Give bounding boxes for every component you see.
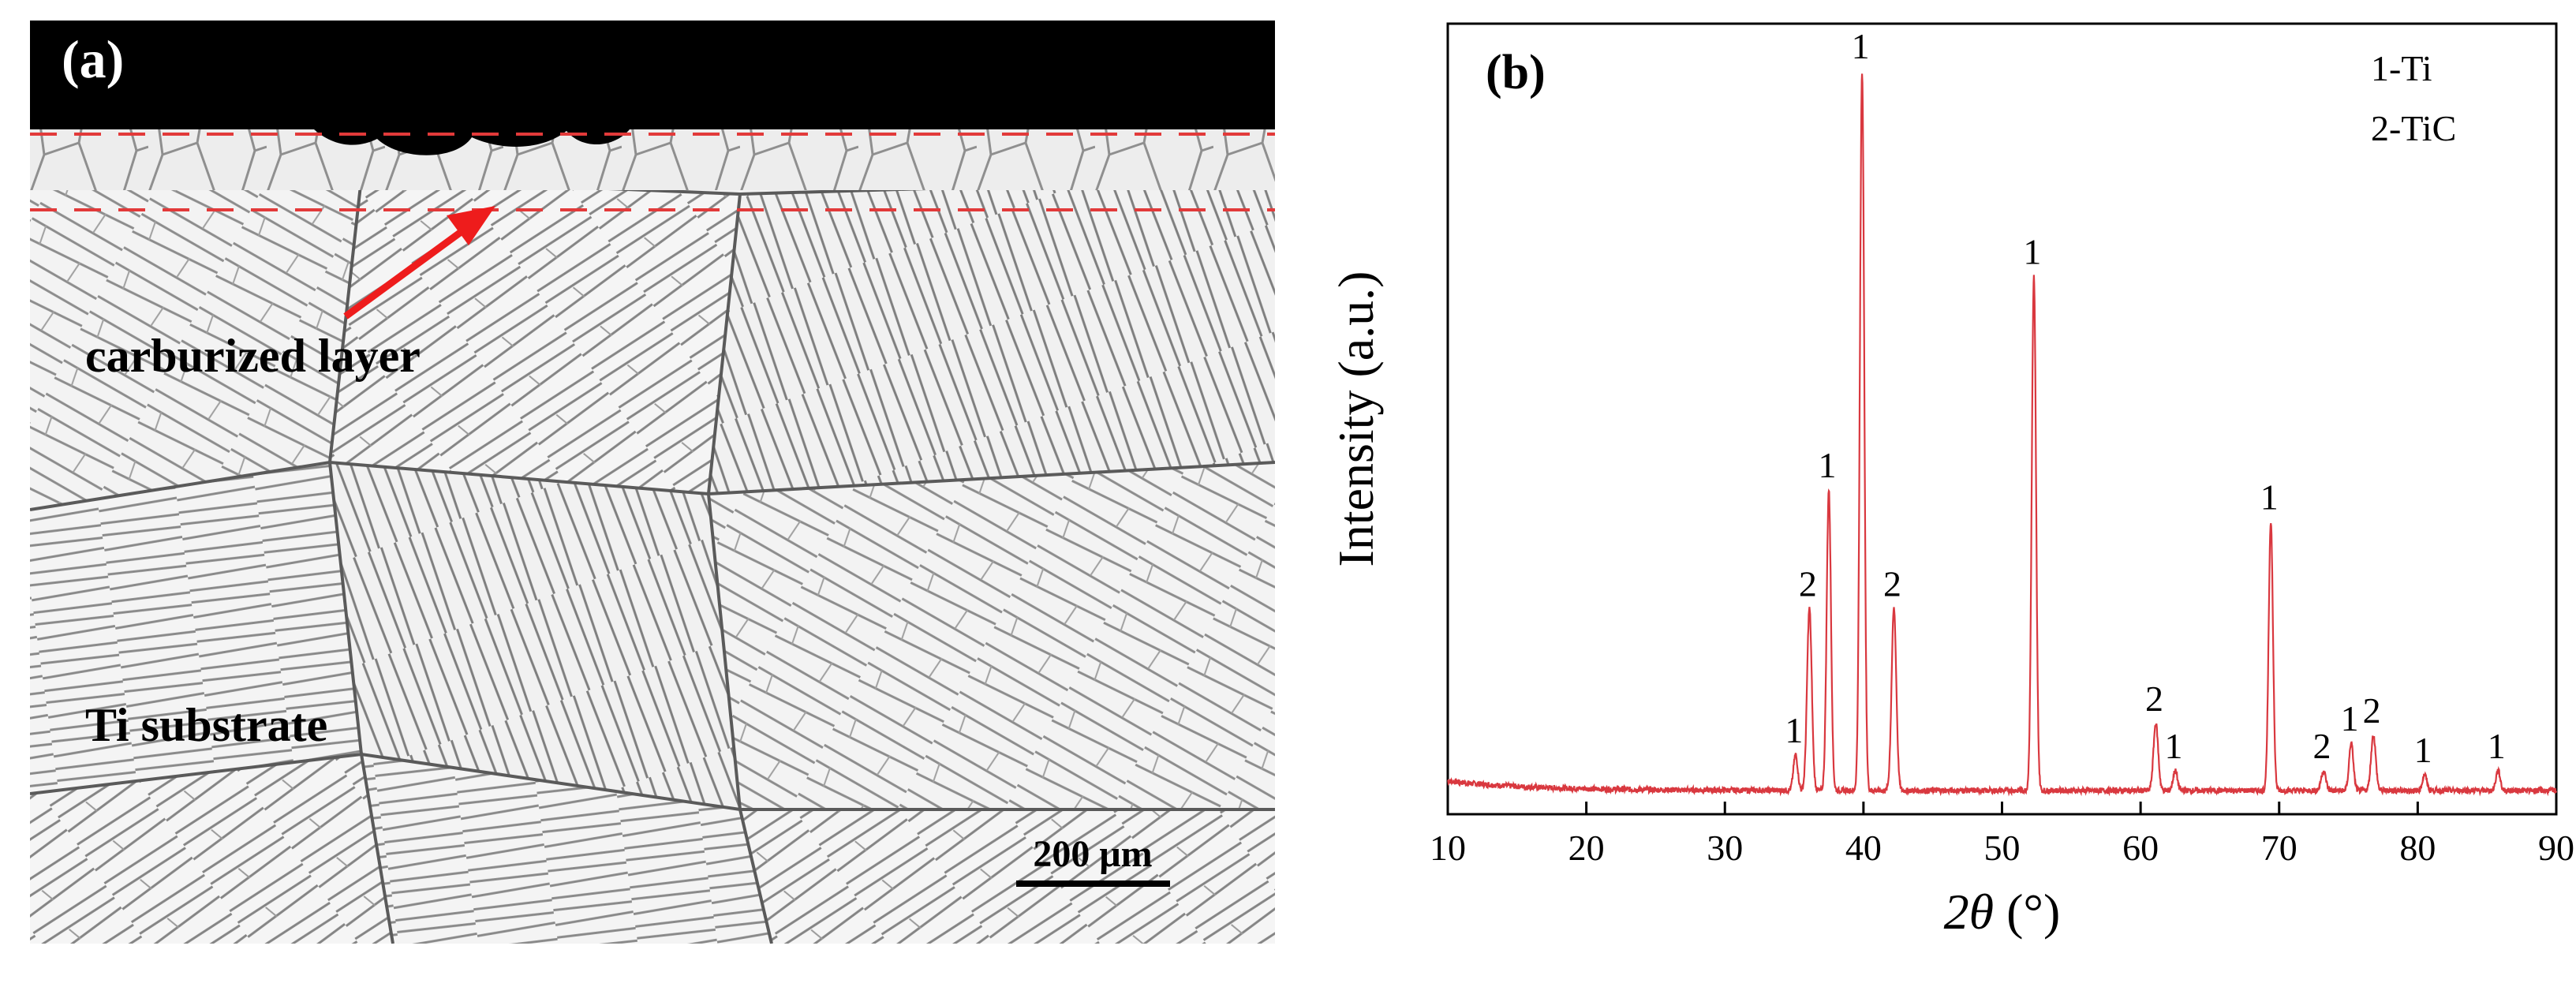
x-tick-label-40: 40 xyxy=(1845,828,1882,868)
micrograph-panel: (a) carburized layer Ti substrate 200 μm xyxy=(30,21,1275,944)
peak-label-7: 1 xyxy=(2165,726,2183,766)
peak-label-12: 1 xyxy=(2414,730,2432,770)
x-axis-label: 2θ (°) xyxy=(1944,884,2061,940)
legend-entry-tic: 2-TiC xyxy=(2371,108,2456,148)
peak-label-6: 2 xyxy=(2145,679,2163,719)
ti-substrate-label: Ti substrate xyxy=(85,699,327,751)
panel-a-label: (a) xyxy=(62,29,124,89)
peak-label-3: 1 xyxy=(1852,26,1870,66)
x-tick-label-10: 10 xyxy=(1430,828,1466,868)
x-axis-ticks xyxy=(1446,802,2558,814)
x-tick-label-60: 60 xyxy=(2122,828,2159,868)
peak-label-8: 1 xyxy=(2260,477,2279,517)
peak-label-1: 2 xyxy=(1799,563,1817,604)
x-tick-label-70: 70 xyxy=(2261,828,2297,868)
x-tick-label-80: 80 xyxy=(2399,828,2436,868)
panel-b-label: (b) xyxy=(1486,46,1546,99)
peak-label-0: 1 xyxy=(1785,710,1803,750)
peak-label-10: 1 xyxy=(2341,698,2359,738)
peak-label-13: 1 xyxy=(2488,726,2506,766)
x-tick-label-30: 30 xyxy=(1707,828,1743,868)
x-tick-label-20: 20 xyxy=(1568,828,1605,868)
peak-label-4: 2 xyxy=(1883,563,1901,604)
peak-label-2: 1 xyxy=(1818,445,1836,485)
peak-label-11: 2 xyxy=(2363,690,2381,731)
x-axis-label-var: 2θ xyxy=(1944,884,1994,940)
legend-entry-ti: 1-Ti xyxy=(2371,48,2432,88)
series-line xyxy=(1447,73,2558,797)
y-axis-label: Intensity (a.u.) xyxy=(1328,271,1384,567)
carburized-layer-annotation: carburized layer xyxy=(85,330,421,382)
peak-label-9: 2 xyxy=(2312,726,2331,766)
x-axis-label-unit: (°) xyxy=(1994,884,2060,940)
x-tick-label-90: 90 xyxy=(2538,828,2574,868)
peak-label-5: 1 xyxy=(2023,232,2041,272)
x-axis-tick-labels: 10 20 30 40 50 60 70 80 90 xyxy=(1430,828,2574,868)
micrograph-image: (a) carburized layer Ti substrate 200 μm xyxy=(30,21,1275,944)
scale-bar xyxy=(1016,880,1170,887)
scale-bar-label: 200 μm xyxy=(1033,833,1152,875)
x-tick-label-50: 50 xyxy=(1984,828,2021,868)
